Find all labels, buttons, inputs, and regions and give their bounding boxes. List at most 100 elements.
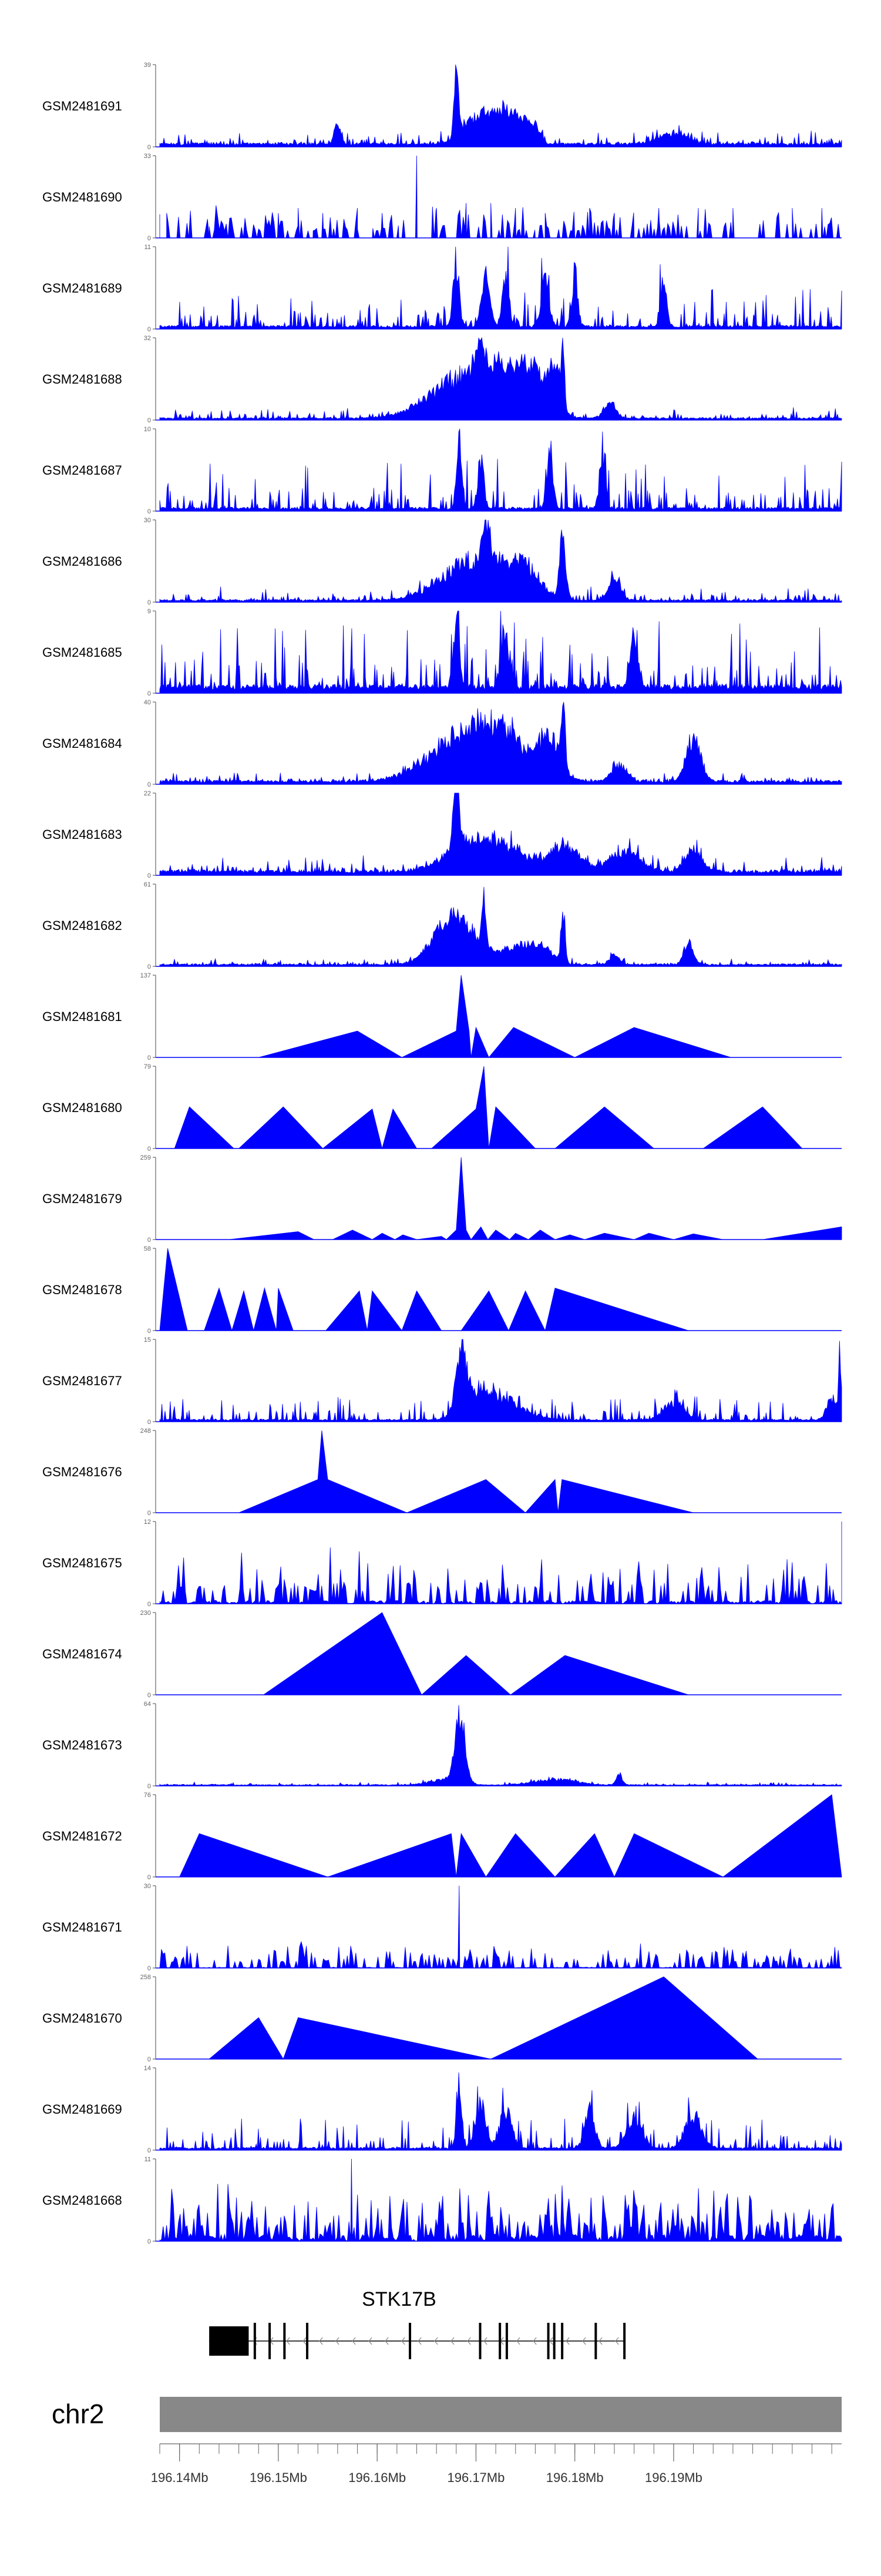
y-min-label: 0 [147, 2147, 151, 2154]
exon [594, 2323, 597, 2359]
y-max-label: 258 [140, 1974, 151, 1981]
y-max-label: 40 [144, 699, 151, 706]
y-min-label: 0 [147, 326, 151, 333]
y-min-label: 0 [147, 2056, 151, 2063]
track: GSM2481677 15 0 [42, 1336, 842, 1426]
y-min-label: 0 [147, 417, 151, 424]
track-area [159, 155, 842, 239]
track: GSM2481685 9 0 [42, 608, 842, 697]
track: GSM2481672 76 0 [42, 1792, 842, 1881]
track-label: GSM2481679 [42, 1191, 122, 1206]
track-area [179, 1794, 842, 1878]
chromosome-ideogram [160, 2397, 842, 2432]
track-label: GSM2481674 [42, 1647, 122, 1661]
track-label: GSM2481678 [42, 1282, 122, 1297]
y-max-label: 39 [144, 62, 151, 69]
tick-label: 196.17Mb [448, 2470, 505, 2485]
track-label: GSM2481686 [42, 554, 122, 569]
y-min-label: 0 [147, 1419, 151, 1426]
y-min-label: 0 [147, 599, 151, 606]
tick-label: 196.15Mb [250, 2470, 307, 2485]
y-max-label: 61 [144, 881, 151, 888]
track-area [174, 1066, 803, 1150]
y-min-label: 0 [147, 144, 151, 151]
tick-label: 196.16Mb [348, 2470, 406, 2485]
y-min-label: 0 [147, 1510, 151, 1517]
track-area [159, 2072, 842, 2151]
track: GSM2481671 30 0 [42, 1883, 842, 1972]
track: GSM2481683 22 0 [42, 790, 842, 879]
track-area [263, 1612, 689, 1695]
strand-arrow [450, 2337, 455, 2345]
track-label: GSM2481676 [42, 1465, 122, 1479]
exon [306, 2323, 309, 2359]
track: GSM2481686 30 0 [42, 517, 842, 606]
y-max-label: 58 [144, 1245, 151, 1252]
strand-arrow [516, 2337, 520, 2345]
track-area [159, 64, 842, 147]
track: GSM2481668 11 0 [42, 2156, 842, 2245]
track-area [159, 519, 842, 603]
y-max-label: 9 [147, 608, 151, 615]
exon [409, 2323, 412, 2359]
y-min-label: 0 [147, 1783, 151, 1790]
track-label: GSM2481680 [42, 1100, 122, 1115]
y-max-label: 32 [144, 335, 151, 342]
strand-arrow [319, 2337, 323, 2345]
y-min-label: 0 [147, 1237, 151, 1244]
genome-axis: chr2 196.14Mb 196.15Mb 196.16Mb 196.17Mb 196.… [52, 2397, 842, 2485]
y-max-label: 76 [144, 1792, 151, 1799]
y-max-label: 30 [144, 1883, 151, 1890]
strand-arrow [467, 2337, 471, 2345]
y-min-label: 0 [147, 1965, 151, 1972]
track-label: GSM2481684 [42, 736, 122, 751]
y-min-label: 0 [147, 235, 151, 242]
track: GSM2481676 248 0 [42, 1428, 842, 1517]
strand-arrow [368, 2337, 372, 2345]
strand-arrow [401, 2337, 405, 2345]
exon [268, 2323, 271, 2359]
gene-name: STK17B [362, 2288, 436, 2310]
exon [561, 2323, 564, 2359]
exon [547, 2323, 550, 2359]
track-area [159, 1339, 842, 1422]
strand-arrow [335, 2337, 339, 2345]
tick-label: 196.19Mb [645, 2470, 702, 2485]
strand-arrow [598, 2337, 603, 2345]
y-min-label: 0 [147, 963, 151, 970]
track-area [159, 886, 842, 967]
y-max-label: 22 [144, 790, 151, 797]
exon [553, 2323, 556, 2359]
y-max-label: 248 [140, 1428, 151, 1435]
exon [505, 2323, 508, 2359]
exon [209, 2326, 249, 2356]
track-area [159, 337, 842, 421]
y-max-label: 33 [144, 153, 151, 160]
y-max-label: 137 [140, 972, 151, 979]
track: GSM2481673 64 0 [42, 1701, 842, 1790]
track-label: GSM2481673 [42, 1738, 122, 1752]
y-min-label: 0 [147, 690, 151, 697]
y-max-label: 11 [144, 244, 151, 251]
track: GSM2481690 33 0 [42, 153, 842, 242]
y-max-label: 259 [140, 1154, 151, 1161]
track-area [159, 1885, 842, 1969]
track: GSM2481670 258 0 [42, 1974, 842, 2063]
track: GSM2481682 61 0 [42, 881, 842, 970]
track-area [159, 1522, 842, 1605]
track-area [159, 1705, 842, 1786]
track: GSM2481689 11 0 [42, 244, 842, 333]
track-label: GSM2481685 [42, 645, 122, 660]
track: GSM2481675 12 0 [42, 1519, 842, 1608]
y-max-label: 30 [144, 517, 151, 524]
track-label: GSM2481690 [42, 190, 122, 204]
tick-label: 196.14Mb [151, 2470, 209, 2485]
track: GSM2481684 40 0 [42, 699, 842, 788]
y-min-label: 0 [147, 872, 151, 879]
chromosome-label: chr2 [52, 2399, 104, 2429]
track-label: GSM2481689 [42, 281, 122, 295]
track-area [228, 1157, 842, 1240]
y-min-label: 0 [147, 1328, 151, 1335]
track-label: GSM2481671 [42, 1920, 122, 1934]
